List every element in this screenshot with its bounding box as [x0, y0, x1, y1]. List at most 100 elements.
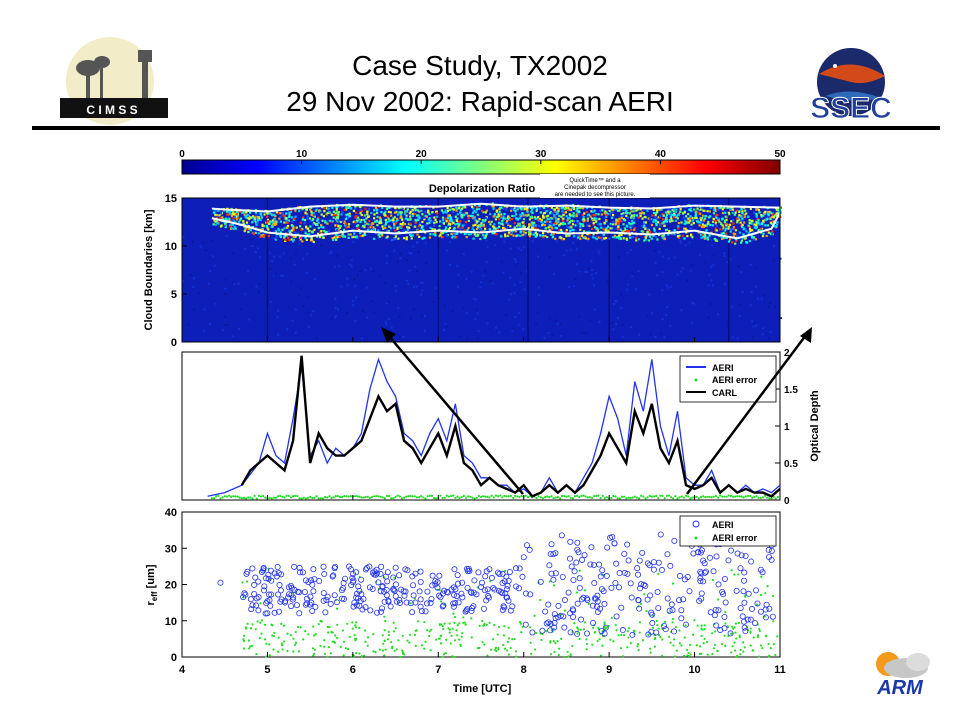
depolarization-pixel: [389, 227, 393, 230]
reff-error-point: [573, 622, 576, 625]
depolarization-pixel: [262, 232, 265, 235]
depolarization-pixel: [227, 217, 230, 220]
reff-error-point: [591, 643, 594, 646]
reff-aeri-point: [578, 616, 585, 623]
depolarization-pixel: [301, 218, 305, 221]
background-speckle: [684, 244, 687, 247]
depolarization-pixel: [747, 224, 750, 227]
depolarization-pixel: [702, 225, 706, 229]
reff-aeri-point: [664, 595, 671, 602]
reff-error-point: [627, 636, 630, 639]
reff-error-point: [513, 637, 516, 641]
depolarization-pixel: [294, 231, 297, 234]
depolarization-pixel: [408, 222, 411, 225]
reff-aeri-point: [243, 570, 250, 577]
depolarization-pixel: [312, 211, 315, 215]
background-speckle: [514, 316, 517, 319]
depolarization-pixel: [324, 221, 327, 224]
reff-error-point: [312, 652, 316, 656]
depolarization-pixel: [521, 211, 524, 215]
depolarization-pixel: [219, 216, 222, 220]
background-speckle: [723, 283, 726, 286]
background-speckle: [340, 285, 343, 288]
depolarization-pixel: [278, 217, 281, 220]
aeri-error-point: [620, 495, 624, 498]
depolarization-pixel: [561, 223, 564, 226]
depolarization-pixel: [425, 223, 428, 226]
background-speckle: [572, 241, 575, 244]
depolarization-pixel: [652, 218, 656, 222]
aeri-error-point: [471, 496, 474, 499]
depolarization-pixel: [621, 214, 624, 217]
background-speckle: [187, 324, 190, 327]
reff-aeri-point: [320, 590, 327, 597]
reff-error-point: [470, 636, 473, 639]
reff-error-point: [507, 626, 510, 629]
depolarization-pixel: [496, 227, 499, 230]
background-speckle: [289, 257, 292, 260]
depolarization-pixel: [690, 223, 693, 226]
reff-aeri-point: [331, 565, 338, 572]
depolarization-pixel: [215, 216, 219, 220]
aeri-error-point: [622, 495, 626, 498]
depolarization-pixel: [352, 235, 355, 238]
depolarization-pixel: [547, 214, 550, 217]
depolarization-pixel: [473, 233, 476, 236]
reff-error-point: [578, 637, 581, 641]
depolarization-pixel: [553, 208, 557, 211]
depolarization-pixel: [546, 217, 549, 221]
depolarization-pixel: [442, 218, 445, 222]
reff-aeri-point: [427, 600, 434, 607]
depolarization-pixel: [599, 209, 602, 213]
background-speckle: [412, 245, 415, 248]
aeri-error-point: [539, 496, 542, 499]
depolarization-pixel: [472, 237, 475, 240]
aeri-error-point: [403, 496, 406, 499]
depolarization-pixel: [341, 220, 345, 223]
depolarization-pixel: [719, 222, 723, 226]
depolarization-pixel: [715, 229, 718, 232]
reff-aeri-point: [766, 605, 773, 612]
depolarization-pixel: [277, 229, 280, 232]
reff-error-point: [724, 622, 727, 625]
background-speckle: [193, 308, 196, 311]
depolarization-pixel: [706, 236, 709, 239]
aeri-error-point: [356, 495, 359, 498]
depolarization-pixel: [441, 232, 444, 235]
reff-error-point: [355, 621, 358, 624]
depolarization-pixel: [542, 235, 545, 239]
background-speckle: [434, 287, 437, 290]
depolarization-pixel: [705, 229, 708, 232]
depolarization-pixel: [496, 228, 500, 231]
aeri-error-point: [710, 496, 713, 499]
depolarization-pixel: [679, 210, 682, 213]
reff-error-point: [576, 632, 579, 635]
reff-aeri-point: [324, 593, 331, 600]
background-speckle: [731, 305, 734, 308]
depolarization-pixel: [471, 205, 474, 208]
depolarization-pixel: [749, 207, 752, 210]
depolarization-pixel: [555, 220, 558, 223]
reff-error-point: [276, 650, 280, 653]
reff-error-point: [749, 631, 752, 634]
depolarization-pixel: [731, 241, 734, 244]
reff-error-point: [387, 630, 390, 633]
reff-error-point: [756, 603, 759, 606]
depolarization-pixel: [272, 223, 275, 226]
reff-error-point: [731, 645, 734, 648]
aeri-error-point: [627, 496, 630, 499]
background-speckle: [329, 252, 332, 255]
background-speckle: [273, 255, 276, 258]
reff-aeri-point: [299, 569, 306, 576]
depolarization-pixel: [749, 229, 752, 233]
reff-error-point: [658, 633, 661, 637]
reff-error-point: [575, 591, 578, 594]
aeri-error-point: [349, 495, 352, 498]
aeri-error-point: [744, 495, 747, 498]
reff-aeri-point: [634, 565, 641, 572]
background-speckle: [704, 261, 707, 264]
reff-error-point: [329, 652, 332, 655]
reff-aeri-point: [278, 571, 285, 578]
arm-text: ARM: [876, 677, 924, 699]
background-speckle: [584, 332, 587, 335]
